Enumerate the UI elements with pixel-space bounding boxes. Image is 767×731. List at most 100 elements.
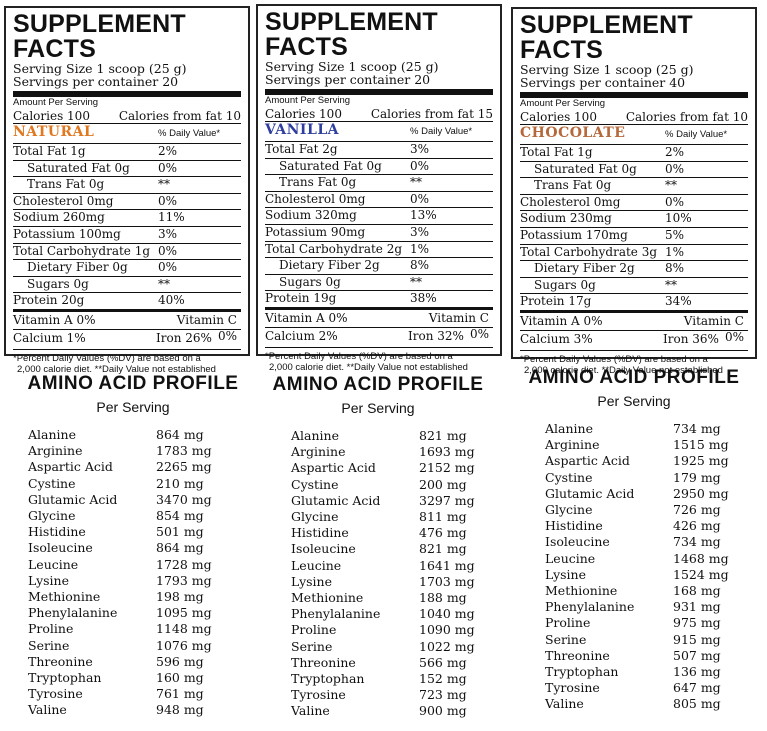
amino-name: Tryptophan <box>291 671 365 687</box>
calories-from-fat: Calories from fat 10 <box>118 109 241 123</box>
calories: Calories 100 <box>13 109 90 123</box>
amino-value: 647 mg <box>673 680 721 696</box>
amino-acid-profile-vanilla: AMINO ACID PROFILE Per Serving Alanine 82… <box>263 374 493 720</box>
nutrient-dv: 0% <box>410 158 430 173</box>
amino-name: Methionine <box>28 589 101 605</box>
amino-name: Arginine <box>545 437 600 453</box>
nutrient-row: Saturated Fat 0g 0% <box>520 160 748 178</box>
amino-value: 1641 mg <box>419 557 475 573</box>
amino-value: 2265 mg <box>156 459 212 475</box>
amino-row: Aspartic Acid 2265 mg <box>28 459 248 475</box>
nutrient-name: Dietary Fiber 2g <box>279 258 380 273</box>
amino-value: 136 mg <box>673 664 721 680</box>
amino-row: Methionine 198 mg <box>28 589 248 605</box>
nutrient-row: Dietary Fiber 0g 0% <box>13 259 241 276</box>
nutrient-dv: 0% <box>158 260 178 275</box>
nutrient-name: Potassium 100mg <box>13 226 121 241</box>
dv-header: % Daily Value* <box>410 126 473 137</box>
amino-value: 1524 mg <box>673 566 729 582</box>
amino-value: 507 mg <box>673 647 721 663</box>
amino-row: Alanine 821 mg <box>291 428 493 444</box>
amino-subtitle: Per Serving <box>341 400 415 416</box>
amino-row: Arginine 1693 mg <box>291 444 493 460</box>
amount-per-serving: Amount Per Serving <box>13 97 99 108</box>
amino-row: Valine 900 mg <box>291 703 493 719</box>
nutrient-row: Trans Fat 0g ** <box>265 174 493 191</box>
amino-row: Tryptophan 152 mg <box>291 671 493 687</box>
nutrient-dv: 8% <box>665 261 685 276</box>
nutrient-row: Trans Fat 0g ** <box>13 176 241 193</box>
nutrient-name: Sugars 0g <box>27 276 89 291</box>
amino-list: Alanine 734 mg Arginine 1515 mg Aspartic A… <box>519 421 749 713</box>
amino-row: Alanine 734 mg <box>545 421 749 437</box>
nutrient-row: Protein 17g 34% <box>520 293 748 310</box>
amino-name: Proline <box>291 622 337 638</box>
nutrient-dv: 34% <box>665 294 692 309</box>
panel-title: SUPPLEMENT FACTS <box>13 10 186 63</box>
calories-from-fat: Calories from fat 10 <box>625 110 748 124</box>
amino-value: 1040 mg <box>419 606 475 622</box>
amino-value: 1468 mg <box>673 550 729 566</box>
amino-row: Valine 805 mg <box>545 696 749 712</box>
servings-per-container: Servings per container 20 <box>13 74 179 89</box>
nutrient-row: Protein 20g 40% <box>13 292 241 309</box>
amino-row: Glycine 854 mg <box>28 508 248 524</box>
iron: Iron 32% <box>408 328 464 343</box>
nutrient-name: Trans Fat 0g <box>279 175 357 190</box>
nutrient-row: Sodium 320mg 13% <box>265 207 493 224</box>
amino-name: Threonine <box>28 653 93 669</box>
amino-name: Valine <box>291 703 330 719</box>
amino-value: 864 mg <box>156 540 204 556</box>
nutrient-dv: 11% <box>158 210 185 225</box>
amino-name: Cystine <box>545 469 593 485</box>
amino-name: Tyrosine <box>28 686 83 702</box>
serving-size: Serving Size 1 scoop (25 g) <box>520 62 694 77</box>
nutrient-name: Total Fat 1g <box>13 144 86 158</box>
amino-name: Aspartic Acid <box>545 453 630 469</box>
amount-per-serving: Amount Per Serving <box>520 98 606 109</box>
nutrient-name: Protein 19g <box>265 291 337 306</box>
nutrient-dv: 1% <box>665 244 685 259</box>
nutrient-dv: 0% <box>158 193 178 208</box>
amino-value: 3470 mg <box>156 491 212 507</box>
panel-title: SUPPLEMENT FACTS <box>265 8 438 61</box>
amino-value: 160 mg <box>156 670 204 686</box>
amino-row: Alanine 864 mg <box>28 427 248 443</box>
nutrient-row: Cholesterol 0mg 0% <box>13 192 241 210</box>
nutrient-row: Trans Fat 0g ** <box>520 177 748 194</box>
nutrient-row: Sugars 0g ** <box>265 273 493 291</box>
amino-row: Phenylalanine 931 mg <box>545 599 749 615</box>
amino-name: Glycine <box>545 502 593 518</box>
footnote: *Percent Daily Values (%DV) are based on… <box>13 348 241 375</box>
nutrient-row: Sugars 0g ** <box>13 275 241 293</box>
amino-value: 188 mg <box>419 590 467 606</box>
amino-acid-profile-natural: AMINO ACID PROFILE Per Serving Alanine 86… <box>18 373 248 719</box>
amino-value: 734 mg <box>673 534 721 550</box>
amino-row: Threonine 596 mg <box>28 654 248 670</box>
amino-value: 1022 mg <box>419 638 475 654</box>
amino-value: 726 mg <box>673 502 721 518</box>
dv-header: % Daily Value* <box>158 128 221 139</box>
amino-row: Threonine 566 mg <box>291 655 493 671</box>
amino-name: Lysine <box>545 566 587 582</box>
footnote: *Percent Daily Values (%DV) are based on… <box>265 346 493 373</box>
nutrient-row: Total Carbohydrate 1g 0% <box>13 242 241 260</box>
amino-name: Aspartic Acid <box>291 460 376 476</box>
amino-row: Isoleucine 821 mg <box>291 541 493 557</box>
amino-row: Lysine 1524 mg <box>545 567 749 583</box>
vitamin-c: Vitamin C 0% <box>683 313 744 344</box>
nutrient-name: Total Carbohydrate 1g <box>13 243 151 258</box>
amino-value: 1693 mg <box>419 444 475 460</box>
amino-name: Leucine <box>28 556 79 572</box>
calories: Calories 100 <box>265 107 342 121</box>
nutrient-row: Cholesterol 0mg 0% <box>520 193 748 211</box>
amino-value: 900 mg <box>419 703 467 719</box>
amino-row: Threonine 507 mg <box>545 648 749 664</box>
amino-name: Aspartic Acid <box>28 459 113 475</box>
amino-list: Alanine 821 mg Arginine 1693 mg Aspartic A… <box>263 428 493 720</box>
nutrient-row: Protein 19g 38% <box>265 290 493 307</box>
amino-row: Tryptophan 136 mg <box>545 664 749 680</box>
amino-value: 805 mg <box>673 696 721 712</box>
amino-name: Tryptophan <box>28 670 102 686</box>
vitamin-a: Vitamin A 0% <box>13 312 96 327</box>
